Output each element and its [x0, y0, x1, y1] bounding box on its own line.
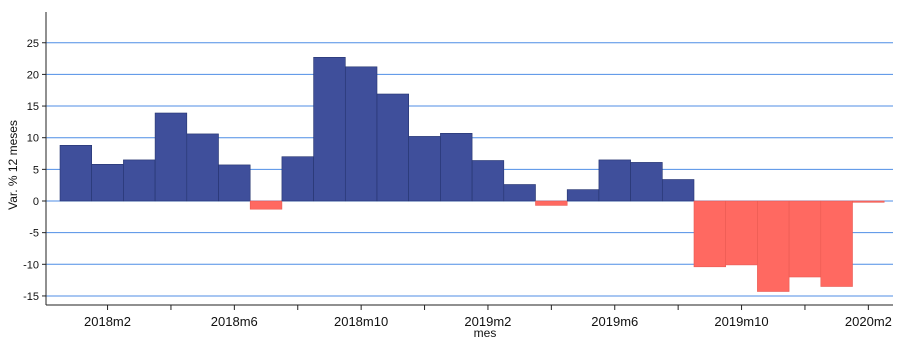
bar-2019m9	[694, 201, 726, 267]
x-tick-label: 2020m2	[845, 314, 892, 329]
y-tick-label: 10	[27, 133, 39, 145]
bar-2019m10	[726, 201, 758, 265]
bar-2019m8	[662, 180, 694, 202]
bar-2018m11	[377, 94, 409, 201]
bar-2019m2	[472, 161, 504, 202]
x-tick-label: 2019m6	[591, 314, 638, 329]
bar-2019m12	[789, 201, 821, 277]
y-tick-label: 25	[27, 38, 39, 50]
y-tick-labels: -15 -10 -5 0 5 10 15 20 25	[23, 38, 46, 303]
bar-2019m5	[567, 190, 599, 201]
bar-2019m6	[599, 160, 631, 201]
bar-2019m1	[440, 133, 472, 201]
bar-2019m4	[536, 201, 568, 205]
x-tick-label: 2018m2	[84, 314, 131, 329]
bar-2018m12	[409, 136, 441, 201]
bar-2018m5	[187, 134, 219, 201]
bar-2018m6	[219, 165, 251, 201]
y-axis-label: Var. % 12 meses	[6, 120, 20, 210]
bar-2019m7	[631, 162, 663, 201]
bar-2019m3	[504, 185, 536, 202]
y-tick-label: -5	[29, 228, 39, 240]
y-tick-label: -15	[23, 291, 39, 303]
y-tick-label: 15	[27, 101, 39, 113]
bar-2018m10	[345, 67, 377, 201]
bar-2018m8	[282, 157, 314, 201]
x-tick-label: 2018m10	[334, 314, 388, 329]
bar-2019m11	[757, 201, 789, 292]
bar-2018m3	[123, 160, 155, 201]
y-tick-label: 20	[27, 69, 39, 81]
bar-2018m7	[250, 201, 282, 209]
y-tick-label: 5	[33, 164, 39, 176]
bar-2018m1	[60, 145, 92, 201]
y-tick-label: 0	[33, 196, 39, 208]
y-tick-label: -10	[23, 259, 39, 271]
bar-2020m2	[853, 201, 885, 202]
bar-2018m9	[314, 57, 346, 201]
bar-2018m2	[92, 164, 124, 201]
x-tick-label: 2018m6	[211, 314, 258, 329]
x-tick-label: 2019m10	[714, 314, 768, 329]
bar-2018m4	[155, 113, 187, 201]
bar-2020m1	[821, 201, 853, 287]
x-axis-label: mes	[474, 326, 497, 340]
bar-series	[60, 57, 884, 291]
